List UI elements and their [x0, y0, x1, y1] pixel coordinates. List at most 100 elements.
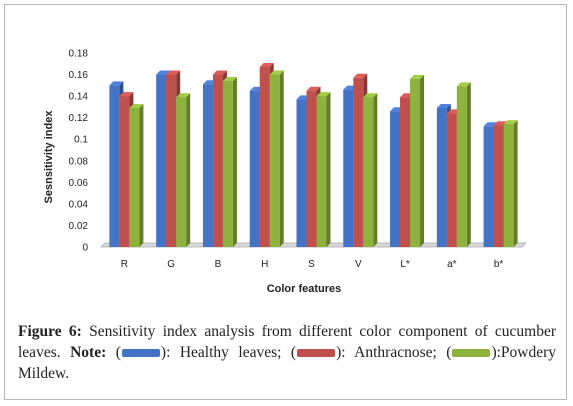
bar-top: [156, 70, 171, 75]
bar-side: [373, 93, 378, 247]
x-tick-label: G: [167, 259, 175, 270]
bar-front: [363, 97, 374, 247]
y-tick-label: 0: [82, 243, 88, 254]
bar-side: [186, 93, 191, 247]
bar-side: [139, 103, 144, 247]
y-tick-label: 0.06: [69, 178, 89, 189]
caption-text: Sensitivity index analysis from differen…: [18, 323, 556, 361]
bar-front: [129, 107, 140, 247]
bar-front: [390, 111, 401, 247]
bar-front: [483, 126, 494, 247]
x-tick-label: b*: [494, 259, 504, 270]
figure-frame: [4, 4, 567, 400]
y-tick-label: 0.1: [74, 135, 88, 146]
bar-front: [222, 81, 233, 248]
bar: [316, 92, 331, 247]
bar: [222, 77, 237, 248]
bar-front: [446, 113, 457, 247]
bar-front: [456, 86, 467, 248]
bar: [363, 93, 378, 247]
bar-top: [436, 103, 451, 108]
bar-chart: 0 0.02 0.04 0.06 0.08 0.1 0.12 0.14 0.16 0.18 R G B…: [43, 49, 527, 295]
bar-front: [353, 77, 364, 248]
bar: [456, 82, 471, 248]
bars: [100, 63, 527, 248]
bar-top: [119, 92, 134, 97]
bar-front: [493, 125, 504, 247]
bar-front: [503, 124, 514, 247]
bar-side: [326, 92, 331, 247]
note-label: Note:: [70, 344, 107, 361]
figure-label: Figure 6:: [18, 323, 82, 340]
legend-healthy-text: ): Healthy leaves;: [160, 344, 282, 361]
bar-front: [212, 74, 223, 247]
bar-top: [306, 86, 321, 91]
bar-side: [232, 77, 237, 248]
bar-front: [249, 90, 260, 247]
legend-swatch-powdery-mildew: [452, 349, 491, 358]
x-tick-label: R: [121, 259, 128, 270]
bar-front: [259, 67, 270, 247]
legend-swatch-healthy: [121, 349, 160, 358]
y-axis: 0 0.02 0.04 0.06 0.08 0.1 0.12 0.14 0.16 0.18: [69, 49, 89, 254]
bar-side: [279, 70, 284, 247]
bar: [503, 120, 518, 247]
y-tick-label: 0.14: [69, 92, 89, 103]
bar-top: [353, 73, 368, 78]
bar-front: [343, 89, 354, 248]
x-tick-label: V: [355, 259, 362, 270]
bar-front: [269, 74, 280, 247]
bar-front: [410, 78, 421, 247]
x-tick-label: S: [308, 259, 315, 270]
y-tick-label: 0.12: [69, 113, 89, 124]
bar-top: [316, 92, 331, 97]
bar-top: [410, 74, 425, 79]
legend-open-1: (: [115, 344, 121, 361]
bar: [410, 74, 425, 247]
bar-front: [176, 97, 187, 247]
bar-top: [129, 103, 144, 108]
legend-open-2: (: [290, 344, 297, 361]
x-tick-label: a*: [447, 259, 457, 270]
bar-front: [156, 74, 167, 247]
bar-top: [109, 81, 124, 86]
bar-front: [202, 84, 213, 247]
bar-top: [166, 70, 181, 75]
legend-powdery-mildew-text: ):Powdery Mildew.: [18, 344, 557, 382]
legend-swatch-anthracnose: [297, 349, 336, 358]
x-axis: R G B H S V L* a* b*: [121, 259, 504, 270]
bar-front: [306, 90, 317, 247]
bar-top: [456, 82, 471, 87]
x-tick-label: H: [261, 259, 268, 270]
bar-front: [436, 107, 447, 247]
bar-top: [363, 93, 378, 98]
y-tick-label: 0.08: [69, 156, 89, 167]
y-tick-label: 0.02: [69, 221, 89, 232]
y-tick-label: 0.16: [69, 70, 89, 81]
bar: [129, 103, 144, 247]
y-tick-label: 0.04: [69, 199, 89, 210]
bar-top: [259, 63, 274, 68]
bar-front: [109, 85, 120, 247]
bar-front: [166, 74, 177, 247]
bar-side: [466, 82, 471, 248]
bar-side: [513, 120, 518, 247]
bar-top: [503, 120, 518, 125]
bar-front: [119, 96, 130, 247]
y-tick-label: 0.18: [69, 49, 89, 60]
bar-top: [212, 70, 227, 75]
bar-side: [420, 74, 425, 247]
bar: [269, 70, 284, 247]
bar-front: [400, 97, 411, 247]
legend-anthracnose-text: ): Anthracnose;: [336, 344, 437, 361]
bar-top: [222, 77, 237, 82]
legend-open-3: (: [446, 344, 452, 361]
y-axis-title: Sesnsitivity index: [43, 110, 55, 204]
bar-top: [176, 93, 191, 98]
bar-top: [269, 70, 284, 75]
x-tick-label: B: [215, 259, 222, 270]
bar: [176, 93, 191, 247]
x-axis-title: Color features: [267, 283, 342, 295]
x-tick-label: L*: [400, 259, 410, 270]
bar-front: [296, 99, 307, 247]
